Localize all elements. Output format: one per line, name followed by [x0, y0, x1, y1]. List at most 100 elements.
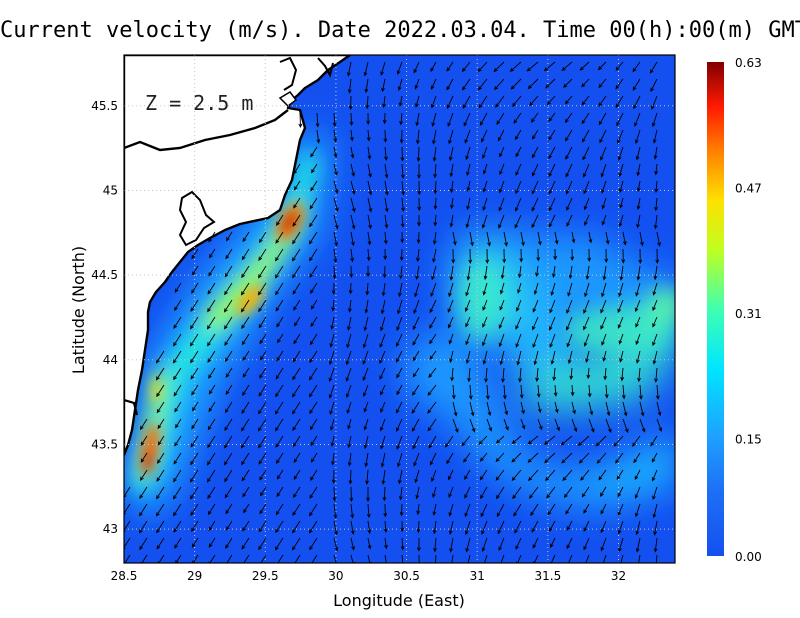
velocity-arrow	[333, 197, 339, 213]
velocity-arrow	[478, 435, 488, 445]
velocity-arrow	[276, 469, 284, 480]
velocity-arrow	[309, 214, 318, 228]
y-tick-label: 44	[103, 353, 118, 367]
velocity-arrow	[224, 435, 233, 449]
velocity-arrow	[634, 112, 641, 127]
velocity-arrow	[652, 333, 658, 347]
velocity-arrow	[293, 316, 301, 327]
velocity-arrow	[208, 231, 216, 243]
velocity-arrow	[530, 112, 539, 123]
velocity-arrow	[635, 520, 641, 536]
velocity-arrow	[499, 282, 505, 295]
velocity-arrow	[548, 163, 556, 178]
velocity-arrow	[450, 367, 455, 382]
velocity-arrow	[617, 129, 624, 144]
velocity-arrow	[499, 146, 505, 158]
velocity-arrow	[401, 180, 406, 196]
velocity-arrow	[515, 180, 522, 195]
velocity-arrow	[241, 265, 250, 279]
velocity-arrow	[333, 129, 338, 143]
velocity-arrow	[448, 520, 454, 536]
velocity-arrow	[363, 435, 369, 450]
velocity-arrow	[653, 537, 658, 553]
velocity-arrow	[241, 537, 250, 550]
velocity-arrow	[367, 163, 372, 178]
velocity-arrow	[156, 520, 165, 534]
velocity-arrow	[241, 248, 250, 261]
velocity-arrow	[448, 282, 454, 298]
velocity-arrow	[411, 401, 420, 414]
y-tick-label: 45	[103, 183, 118, 197]
velocity-arrow	[546, 486, 556, 499]
velocity-arrow	[384, 146, 388, 161]
velocity-arrow	[383, 231, 388, 245]
velocity-arrow	[462, 95, 471, 109]
velocity-arrow	[208, 265, 216, 277]
velocity-arrow	[656, 418, 663, 432]
velocity-arrow	[482, 146, 488, 159]
velocity-arrow	[566, 537, 573, 550]
velocity-arrow	[430, 95, 437, 109]
velocity-arrow	[633, 95, 641, 110]
velocity-arrow	[561, 452, 573, 464]
velocity-arrow	[380, 435, 386, 450]
velocity-arrow	[467, 554, 471, 563]
velocity-arrow	[190, 316, 199, 330]
velocity-arrow	[617, 299, 624, 314]
velocity-arrow	[448, 503, 454, 517]
velocity-arrow	[615, 452, 624, 464]
velocity-arrow	[601, 333, 607, 346]
velocity-arrow	[498, 537, 505, 552]
velocity-arrow	[656, 401, 662, 417]
velocity-arrow	[468, 384, 473, 400]
velocity-arrow	[190, 350, 199, 364]
velocity-arrow	[566, 197, 573, 211]
velocity-arrow	[397, 78, 403, 92]
velocity-arrow	[597, 61, 607, 71]
velocity-arrow	[550, 537, 556, 549]
chart-title: Current velocity (m/s). Date 2022.03.04.…	[0, 18, 800, 43]
velocity-arrow	[461, 61, 471, 73]
velocity-arrow	[399, 112, 403, 126]
velocity-arrow	[309, 265, 318, 279]
velocity-arrow	[155, 367, 165, 381]
velocity-arrow	[430, 282, 437, 298]
velocity-arrow	[416, 520, 421, 534]
velocity-arrow	[577, 435, 590, 446]
velocity-arrow	[433, 163, 438, 179]
plot-frame	[123, 54, 676, 564]
velocity-arrow	[414, 78, 420, 90]
velocity-arrow	[415, 129, 420, 145]
velocity-arrow	[384, 214, 389, 229]
velocity-arrow	[292, 401, 301, 415]
velocity-arrow	[429, 333, 437, 345]
velocity-arrow	[347, 418, 352, 430]
velocity-arrow	[565, 503, 573, 515]
velocity-arrow	[599, 486, 607, 497]
velocity-arrow	[416, 537, 421, 552]
velocity-arrow	[400, 537, 405, 551]
velocity-arrow	[397, 299, 403, 315]
velocity-arrow	[622, 231, 627, 246]
velocity-arrow	[561, 61, 573, 71]
velocity-arrow	[396, 418, 403, 432]
velocity-arrow	[224, 350, 233, 363]
velocity-arrow	[633, 452, 641, 464]
velocity-arrow	[411, 418, 420, 432]
velocity-arrow	[333, 554, 339, 563]
velocity-arrow	[548, 197, 556, 212]
velocity-arrow	[548, 129, 556, 141]
velocity-arrow	[481, 520, 488, 535]
velocity-arrow	[484, 367, 488, 383]
velocity-arrow	[531, 214, 539, 229]
velocity-arrow	[364, 299, 369, 314]
velocity-arrow	[241, 333, 250, 346]
velocity-arrow	[258, 401, 267, 415]
velocity-arrow	[546, 95, 556, 106]
velocity-arrow	[533, 282, 539, 296]
velocity-arrow	[367, 231, 372, 246]
velocity-arrow	[224, 282, 233, 296]
velocity-arrow	[310, 180, 318, 192]
velocity-arrow	[497, 129, 505, 142]
velocity-arrow	[257, 418, 267, 432]
